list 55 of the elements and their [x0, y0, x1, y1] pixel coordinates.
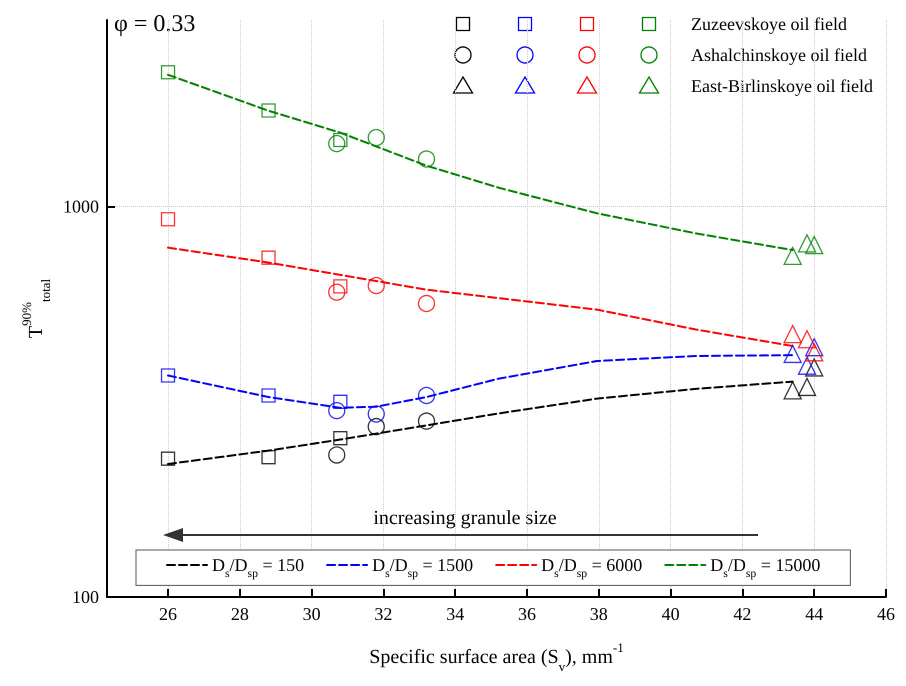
point — [798, 234, 816, 253]
legend-label: East-Birlinskoye oil field — [691, 76, 873, 96]
x-tick-label: 30 — [302, 604, 321, 624]
point — [805, 338, 824, 356]
point — [418, 386, 436, 404]
point — [805, 358, 824, 377]
point — [328, 134, 346, 152]
point — [784, 246, 802, 266]
y-tick-label: 100 — [72, 587, 99, 607]
point — [798, 330, 816, 348]
x-tick-label: 44 — [805, 604, 824, 624]
point — [784, 344, 802, 364]
point — [333, 431, 348, 446]
point — [418, 412, 436, 430]
point — [261, 250, 276, 265]
point — [328, 446, 346, 464]
point — [333, 394, 348, 409]
x-tick-label: 36 — [518, 604, 536, 624]
x-tick-label: 46 — [877, 604, 895, 624]
point — [798, 356, 816, 375]
point — [333, 132, 348, 148]
annotation: φ = 0.33 — [114, 11, 196, 37]
point — [328, 284, 346, 301]
x-tick-label: 32 — [374, 604, 392, 624]
point — [368, 418, 385, 436]
x-tick-label: 34 — [446, 604, 464, 624]
y-tick-label: 1000 — [63, 196, 99, 216]
point — [261, 388, 276, 403]
legend-label: Zuzeevskoye oil field — [691, 14, 847, 34]
point — [160, 212, 176, 226]
x-tick-label: 28 — [230, 604, 249, 624]
y-axis-title: T90%total — [19, 278, 53, 338]
point — [261, 103, 276, 118]
point — [784, 324, 802, 344]
annotation: increasing granule size — [373, 507, 557, 529]
point — [160, 368, 176, 383]
point — [160, 65, 176, 80]
point — [805, 236, 824, 254]
point — [368, 276, 385, 294]
x-tick-label: 38 — [590, 604, 608, 624]
point — [418, 294, 436, 312]
legend-label: Ashalchinskoye oil field — [691, 45, 867, 65]
point — [805, 343, 824, 362]
point — [368, 128, 385, 146]
x-tick-label: 42 — [733, 604, 752, 624]
point — [333, 279, 348, 294]
point — [368, 405, 385, 423]
point — [418, 150, 436, 168]
point — [328, 402, 346, 420]
x-tick-label: 40 — [662, 604, 680, 624]
x-tick-label: 26 — [159, 604, 178, 624]
point — [160, 452, 176, 466]
point — [261, 450, 276, 464]
point — [784, 381, 802, 400]
point — [798, 378, 816, 396]
